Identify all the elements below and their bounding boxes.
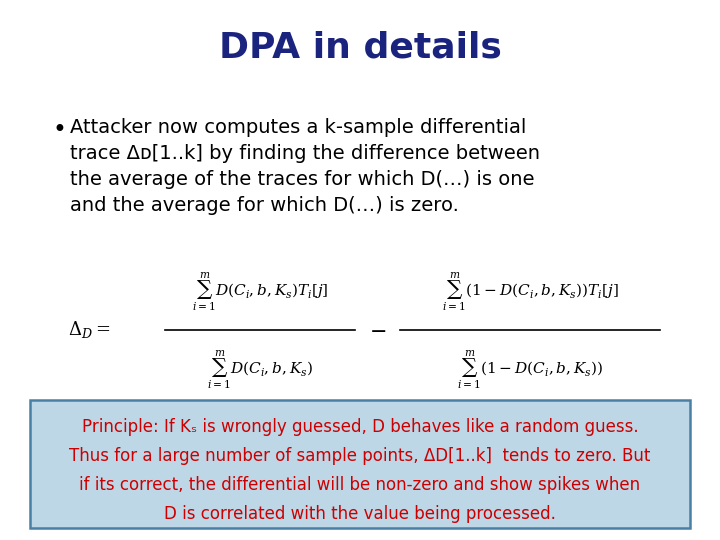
Text: $\sum_{i=1}^{m} (1-D(C_i,b,K_s))T_i[j]$: $\sum_{i=1}^{m} (1-D(C_i,b,K_s))T_i[j]$ — [441, 271, 618, 313]
Text: •: • — [52, 118, 66, 142]
Text: $\Delta_D =$: $\Delta_D =$ — [68, 320, 110, 341]
Text: and the average for which D(…) is zero.: and the average for which D(…) is zero. — [70, 196, 459, 215]
Text: trace Δᴅ[1..k] by finding the difference between: trace Δᴅ[1..k] by finding the difference… — [70, 144, 540, 163]
Text: $\sum_{i=1}^{m} D(C_i,b,K_s)T_i[j]$: $\sum_{i=1}^{m} D(C_i,b,K_s)T_i[j]$ — [192, 271, 328, 313]
Text: Thus for a large number of sample points, ΔD[1..k]  tends to zero. But: Thus for a large number of sample points… — [69, 447, 651, 465]
Text: if its correct, the differential will be non-zero and show spikes when: if its correct, the differential will be… — [79, 476, 641, 494]
Text: Principle: If Kₛ is wrongly guessed, D behaves like a random guess.: Principle: If Kₛ is wrongly guessed, D b… — [81, 418, 639, 436]
Text: Attacker now computes a k-sample differential: Attacker now computes a k-sample differe… — [70, 118, 526, 137]
Text: $-$: $-$ — [369, 320, 387, 340]
Text: $\sum_{i=1}^{m} (1-D(C_i,b,K_s))$: $\sum_{i=1}^{m} (1-D(C_i,b,K_s))$ — [457, 349, 603, 392]
Text: D is correlated with the value being processed.: D is correlated with the value being pro… — [164, 505, 556, 523]
Text: $\sum_{i=1}^{m} D(C_i,b,K_s)$: $\sum_{i=1}^{m} D(C_i,b,K_s)$ — [207, 349, 313, 392]
Text: the average of the traces for which D(…) is one: the average of the traces for which D(…)… — [70, 170, 534, 189]
Text: DPA in details: DPA in details — [219, 31, 501, 65]
FancyBboxPatch shape — [30, 400, 690, 528]
